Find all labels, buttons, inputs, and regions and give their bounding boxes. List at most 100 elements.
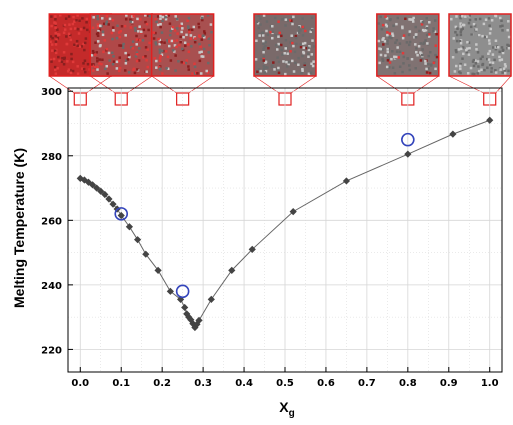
inset-texture-dot [158, 56, 162, 60]
inset-texture-dot [382, 43, 385, 46]
inset-texture-dot [159, 14, 162, 18]
inset-texture-dot [158, 42, 161, 46]
data-point-circle [401, 132, 415, 147]
inset-texture-dot [201, 55, 205, 58]
inset-texture-dot [189, 34, 193, 37]
inset-texture-dot [197, 22, 200, 26]
inset-texture-dot [175, 45, 178, 49]
inset-texture-dot [52, 57, 56, 61]
x-tick-label: 0.6 [317, 378, 335, 389]
inset-texture-dot [280, 34, 283, 38]
inset-texture-dot [262, 42, 265, 46]
inset-texture-dot [257, 26, 261, 30]
inset-texture-dot [96, 59, 99, 63]
data-point-diamond [187, 316, 195, 324]
inset-texture-dot [468, 14, 471, 17]
inset-texture-dot [393, 72, 397, 75]
inset-texture-dot [277, 60, 281, 64]
inset-texture-dot [153, 57, 156, 60]
inset-texture-dot [202, 47, 206, 51]
inset-texture-dot [277, 66, 280, 70]
inset-texture-dot [158, 51, 162, 54]
inset-texture-dot [207, 37, 210, 40]
inset-texture-dot [115, 60, 119, 64]
inset-texture-dot [208, 43, 211, 47]
inset-texture-dot [473, 72, 476, 76]
inset-texture-dot [56, 28, 59, 31]
inset-texture-dot [203, 30, 206, 33]
inset-texture-dot [307, 72, 311, 76]
inset-texture-dot [305, 46, 309, 50]
inset-texture-dot [94, 53, 97, 56]
inset-texture-dot [257, 32, 261, 36]
x-tick-label: 0.5 [276, 378, 294, 389]
inset-images [48, 13, 512, 77]
inset-texture-dot [380, 27, 384, 31]
inset-texture-dot [203, 32, 207, 35]
inset-texture-dot [385, 65, 389, 69]
inset-texture-dot [474, 59, 477, 62]
x-tick-label: 0.3 [194, 378, 212, 389]
inset-texture-dot [111, 37, 114, 41]
inset-texture-dot [202, 36, 206, 39]
inset-texture-dot [302, 46, 306, 50]
inset-texture-dot [86, 62, 90, 66]
inset-texture-dot [101, 17, 104, 20]
inset-texture-dot [271, 30, 275, 34]
inset-texture-dot [487, 39, 491, 42]
inset-texture-dot [309, 30, 313, 34]
inset-texture-dot [457, 48, 461, 51]
inset-texture-dot [479, 57, 483, 61]
inset-texture-dot [144, 20, 147, 24]
inset-texture-dot [285, 60, 288, 64]
inset-texture-dot [281, 53, 284, 56]
inset-texture-dot [493, 58, 496, 62]
inset-texture-dot [264, 69, 268, 73]
inset-texture-dot [171, 25, 175, 29]
x-tick-label: 1.0 [481, 378, 499, 389]
inset-texture-dot [184, 61, 187, 65]
inset-texture-dot [424, 39, 427, 42]
inset-texture-dot [407, 43, 411, 47]
inset-texture-dot [475, 28, 478, 31]
inset-texture-dot [507, 45, 511, 48]
inset-texture-dot [110, 31, 114, 35]
inset-texture-dot [427, 33, 431, 36]
inset-texture-dot [193, 40, 197, 44]
inset-texture-dot [481, 34, 484, 38]
inset-thumbnail [253, 13, 317, 77]
inset-texture-dot [301, 42, 305, 45]
inset-texture-dot [266, 66, 269, 69]
inset-texture-dot [264, 61, 267, 64]
inset-texture-dot [280, 48, 283, 52]
inset-texture-dot [95, 51, 99, 54]
inset-texture-dot [54, 34, 58, 38]
inset-texture-dot [177, 60, 180, 63]
data-point-diamond [185, 313, 193, 321]
inset-texture-dot [168, 33, 172, 37]
inset-texture-dot [200, 55, 203, 58]
data-point-diamond [76, 174, 84, 182]
inset-texture-dot [395, 22, 398, 26]
inset-texture-dot [145, 59, 148, 62]
inset-texture-dot [152, 37, 156, 40]
inset-texture-dot [161, 15, 165, 19]
inset-texture-dot [69, 71, 73, 75]
inset-texture-dot [501, 24, 504, 28]
inset-texture-dot [377, 39, 381, 43]
inset-texture-dot [57, 55, 60, 59]
inset-texture-dot [50, 24, 53, 28]
inset-texture-dot [402, 62, 405, 65]
inset-texture-dot [430, 63, 433, 66]
inset-texture-dot [273, 68, 276, 71]
inset-texture-dot [395, 50, 399, 53]
inset-texture-dot [135, 34, 138, 38]
axis-ticks [68, 90, 491, 372]
inset-texture-dot [168, 22, 172, 25]
inset-texture-dot [494, 69, 497, 72]
inset-texture-dot [454, 49, 458, 52]
inset-texture-dot [415, 33, 418, 36]
inset-texture-dot [381, 59, 385, 62]
inset-texture-dot [144, 46, 148, 49]
inset-texture-dot [259, 57, 263, 61]
